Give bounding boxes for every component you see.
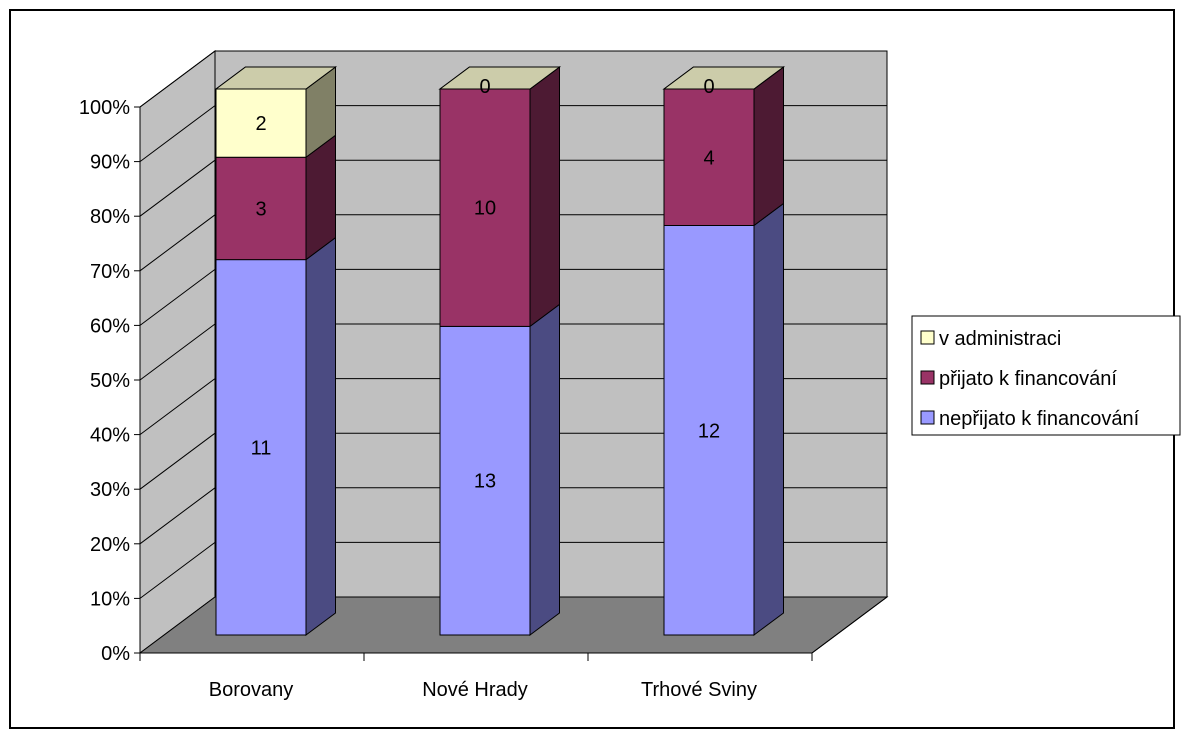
legend-swatch: [920, 370, 935, 385]
bar-side: [529, 66, 560, 328]
data-label: 12: [698, 420, 720, 442]
bar-segment: [663, 225, 755, 636]
y-tick-label: 60%: [90, 315, 130, 337]
y-tick-label: 30%: [90, 479, 130, 501]
y-tick-label: 20%: [90, 534, 130, 556]
legend-box: [911, 315, 1181, 436]
bar-segment: [215, 259, 307, 636]
x-tick-label: Trhové Sviny: [641, 679, 757, 701]
x-tick-label: Nové Hrady: [422, 679, 528, 701]
bar-segment: [215, 156, 307, 261]
data-label: 2: [255, 113, 266, 135]
floor-edge: [811, 596, 888, 654]
gridline-side: [139, 487, 216, 545]
bar-segment: [215, 88, 307, 158]
bar-side: [753, 66, 784, 227]
gridline-side: [139, 432, 216, 490]
gridline-side: [139, 268, 216, 326]
bar-top-cap: [662, 66, 786, 90]
data-label: 10: [474, 198, 496, 220]
data-label: 0: [479, 76, 490, 98]
legend-swatch: [920, 410, 935, 425]
legend-label: v administraci: [939, 328, 1061, 350]
y-tick-label: 10%: [90, 588, 130, 610]
y-tick-label: 100%: [79, 97, 130, 119]
gridline-side: [139, 105, 216, 163]
data-labels: 11 3 2 13 10 0 12 4 0: [251, 76, 721, 493]
legend-swatch: [920, 330, 935, 345]
bar-side: [305, 236, 336, 636]
y-tick-label: 40%: [90, 425, 130, 447]
bar-top-cap: [438, 66, 562, 90]
bar-side: [529, 303, 560, 636]
y-tick-label: 90%: [90, 152, 130, 174]
x-tick-label: Borovany: [209, 679, 294, 701]
y-tick-label: 0%: [101, 643, 130, 665]
bar-segment: [439, 88, 531, 327]
legend-label: přijato k financování: [939, 368, 1117, 390]
gridline-side: [139, 323, 216, 381]
gridline-side: [139, 50, 216, 108]
gridline-side: [139, 541, 216, 599]
data-label: 13: [474, 471, 496, 493]
y-tick-label: 80%: [90, 206, 130, 228]
data-label: 0: [703, 76, 714, 98]
gridline-side: [139, 214, 216, 272]
bar-segment: [663, 88, 755, 226]
bars: [214, 66, 786, 636]
data-label: 11: [251, 437, 272, 459]
bar-top-cap: [214, 66, 338, 90]
bar-segment: [439, 325, 531, 636]
legend-label: nepřijato k financování: [939, 408, 1140, 430]
data-label: 4: [703, 147, 714, 169]
gridline-side: [139, 159, 216, 217]
y-tick-label: 70%: [90, 261, 130, 283]
axes: Borovany Nové Hrady Trhové Sviny 0% 10% 20% 30…: [79, 97, 888, 701]
y-tick-label: 50%: [90, 370, 130, 392]
data-label: 3: [255, 198, 266, 220]
legend: v administraci přijato k financování nepři…: [911, 315, 1181, 436]
gridline-side: [139, 378, 216, 436]
bar-side: [753, 202, 784, 636]
